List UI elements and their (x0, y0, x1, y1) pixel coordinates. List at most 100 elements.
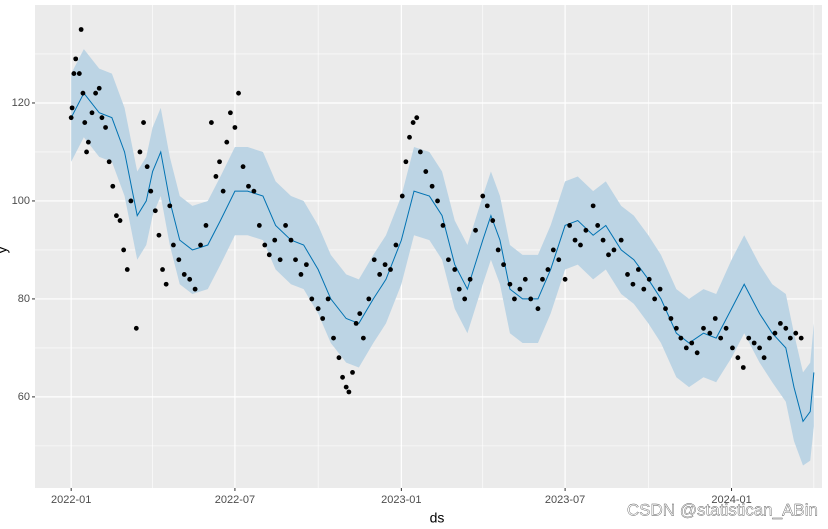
data-point (236, 90, 241, 96)
data-point (331, 335, 336, 341)
data-point (340, 374, 345, 380)
data-point (103, 125, 108, 130)
data-point (80, 90, 86, 96)
panel (35, 5, 822, 488)
data-point (507, 281, 513, 287)
data-point (641, 286, 647, 292)
data-point (567, 223, 573, 228)
data-point (611, 247, 617, 253)
data-point (663, 306, 668, 312)
data-point (583, 227, 589, 233)
data-point (353, 321, 359, 326)
data-point (501, 262, 506, 268)
data-point (718, 335, 724, 341)
data-point (473, 227, 478, 233)
data-point (163, 281, 169, 287)
data-point (606, 252, 611, 258)
data-point (167, 203, 173, 209)
data-point (303, 262, 309, 268)
x-tick-label: 2022-01 (51, 494, 91, 506)
data-point (272, 237, 278, 243)
data-point (240, 164, 246, 170)
data-point (84, 149, 89, 155)
data-point (630, 281, 636, 287)
data-point (336, 355, 342, 361)
data-point (652, 296, 658, 302)
data-point (78, 27, 84, 32)
data-point (346, 389, 352, 395)
data-point (133, 325, 139, 331)
data-point (96, 85, 102, 91)
y-tick-label: 100 (12, 195, 30, 207)
data-point (578, 242, 583, 248)
data-point (266, 252, 272, 258)
data-point (783, 325, 789, 331)
data-point (293, 257, 298, 263)
data-point (668, 316, 674, 321)
y-tick-label: 60 (18, 391, 30, 403)
data-point (495, 247, 501, 253)
data-point (382, 262, 388, 268)
data-point (152, 208, 158, 214)
data-point (414, 115, 420, 121)
x-tick-label: 2022-07 (215, 494, 255, 506)
data-point (246, 183, 251, 189)
data-point (528, 296, 534, 302)
data-point (114, 213, 119, 219)
data-point (217, 159, 222, 165)
data-point (181, 272, 187, 277)
data-point (446, 257, 451, 263)
data-point (325, 296, 331, 302)
data-point (71, 71, 77, 76)
x-tick-label: 2023-07 (545, 494, 585, 506)
data-point (350, 369, 355, 375)
data-point (712, 316, 718, 321)
data-point (590, 203, 596, 209)
data-point (678, 335, 684, 341)
data-point (371, 257, 377, 263)
uncertainty-band (71, 49, 814, 466)
data-point (625, 272, 630, 277)
data-point (343, 384, 349, 390)
data-point (288, 237, 294, 243)
data-point (751, 340, 757, 346)
data-point (315, 306, 321, 312)
data-point (224, 139, 230, 145)
data-point (99, 115, 105, 121)
data-point (746, 335, 752, 341)
data-point (707, 330, 713, 336)
data-point (388, 267, 393, 272)
data-point (423, 169, 429, 174)
data-point (545, 267, 551, 272)
data-point (480, 193, 486, 199)
data-point (787, 335, 793, 341)
data-point (407, 134, 412, 140)
data-point (393, 242, 399, 248)
data-point (360, 335, 366, 341)
data-point (366, 296, 372, 302)
data-point (110, 183, 116, 189)
data-point (117, 218, 123, 223)
data-point (452, 267, 458, 272)
data-point (417, 149, 423, 155)
data-point (701, 325, 706, 331)
data-point (467, 276, 473, 282)
data-point (156, 232, 162, 238)
y-axis-label: y (0, 247, 10, 254)
data-point (484, 203, 490, 209)
data-point (377, 272, 383, 277)
data-point (82, 120, 88, 125)
data-point (540, 276, 545, 282)
data-point (761, 355, 767, 361)
data-point (673, 325, 679, 331)
data-point (144, 164, 150, 170)
data-point (187, 276, 193, 282)
data-point (490, 218, 496, 223)
data-point (730, 345, 735, 351)
data-point (69, 105, 75, 111)
data-point (198, 242, 203, 248)
data-point (657, 286, 663, 292)
data-point (646, 276, 652, 282)
data-point (512, 296, 517, 302)
